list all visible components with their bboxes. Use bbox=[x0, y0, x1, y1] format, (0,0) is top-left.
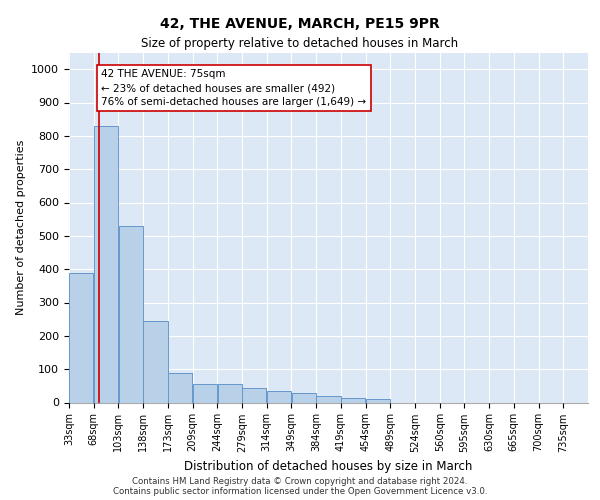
Bar bbox=[316, 396, 341, 402]
Bar bbox=[341, 398, 365, 402]
Bar bbox=[292, 392, 316, 402]
Text: 42, THE AVENUE, MARCH, PE15 9PR: 42, THE AVENUE, MARCH, PE15 9PR bbox=[160, 18, 440, 32]
Text: Contains HM Land Registry data © Crown copyright and database right 2024.
Contai: Contains HM Land Registry data © Crown c… bbox=[113, 476, 487, 496]
Bar bbox=[316, 396, 341, 402]
Bar bbox=[267, 391, 291, 402]
Bar bbox=[267, 391, 291, 402]
Bar bbox=[242, 388, 266, 402]
Bar bbox=[143, 321, 167, 402]
Bar bbox=[168, 372, 192, 402]
Bar bbox=[193, 384, 217, 402]
Bar bbox=[119, 226, 143, 402]
Bar bbox=[69, 272, 94, 402]
Bar bbox=[218, 384, 242, 402]
Bar bbox=[69, 272, 94, 402]
Bar bbox=[366, 399, 390, 402]
X-axis label: Distribution of detached houses by size in March: Distribution of detached houses by size … bbox=[184, 460, 473, 473]
Bar bbox=[94, 126, 118, 402]
Bar bbox=[292, 392, 316, 402]
Bar bbox=[168, 372, 192, 402]
Bar bbox=[119, 226, 143, 402]
Bar bbox=[366, 399, 390, 402]
Y-axis label: Number of detached properties: Number of detached properties bbox=[16, 140, 26, 315]
Bar bbox=[193, 384, 217, 402]
Bar bbox=[242, 388, 266, 402]
Bar bbox=[143, 321, 167, 402]
Bar bbox=[94, 126, 118, 402]
Bar bbox=[218, 384, 242, 402]
Bar bbox=[341, 398, 365, 402]
Text: Size of property relative to detached houses in March: Size of property relative to detached ho… bbox=[142, 38, 458, 51]
Text: 42 THE AVENUE: 75sqm
← 23% of detached houses are smaller (492)
76% of semi-deta: 42 THE AVENUE: 75sqm ← 23% of detached h… bbox=[101, 69, 367, 107]
